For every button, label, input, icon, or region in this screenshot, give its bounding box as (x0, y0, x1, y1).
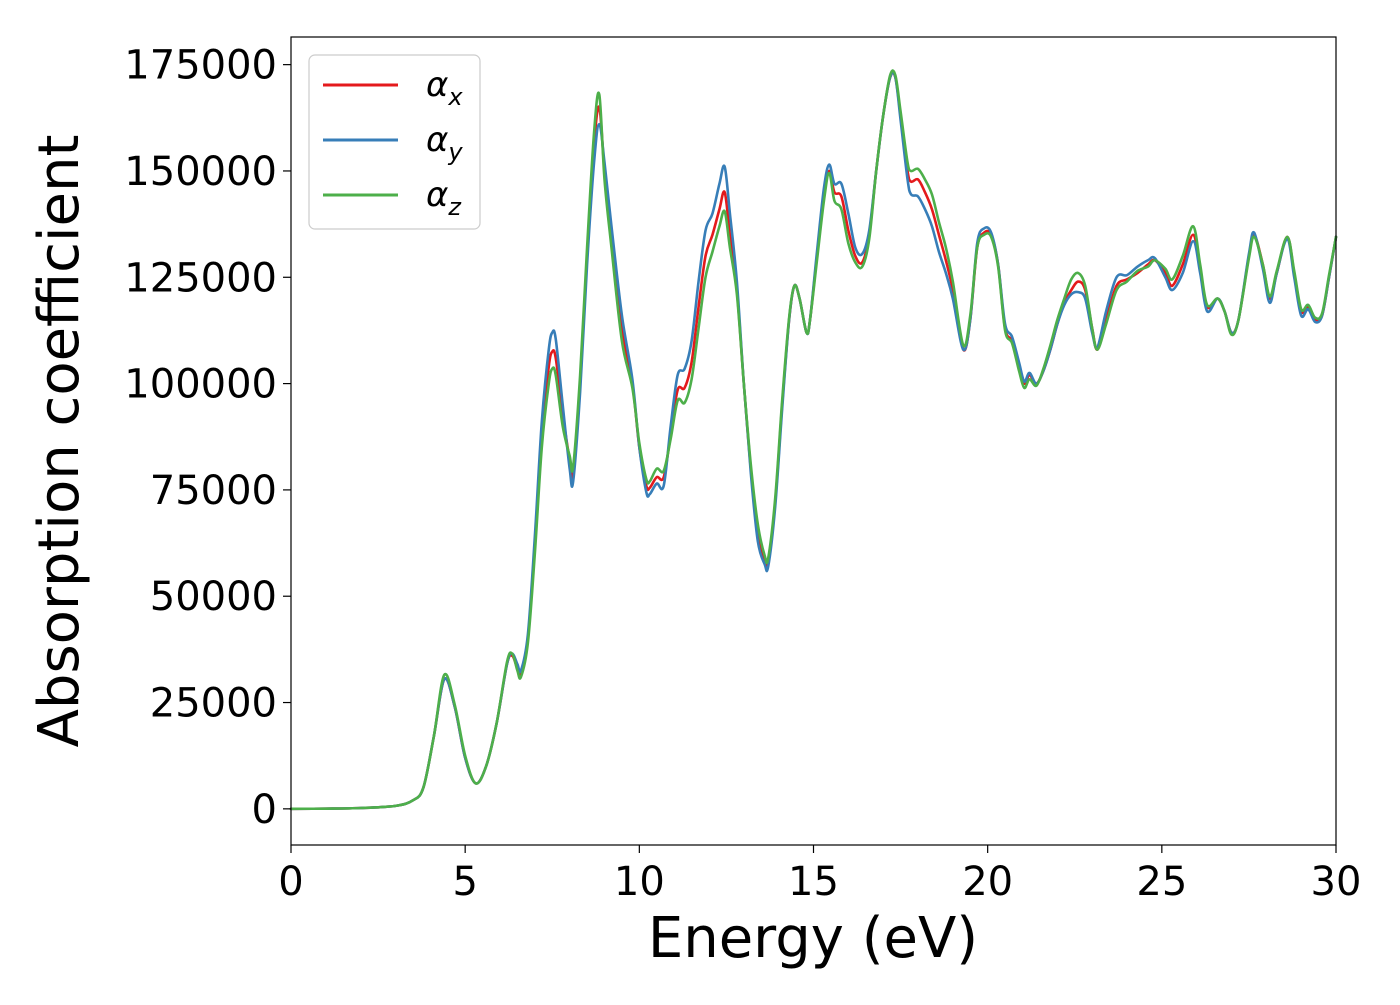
y-tick-label: 25000 (150, 681, 277, 727)
x-tick-label: 10 (614, 859, 665, 905)
y-tick-label: 50000 (150, 574, 277, 620)
y-tick-label: 75000 (150, 468, 277, 514)
y-axis-ticks: 0 25000 50000 75000 100000 125000 150000 175000 (124, 43, 291, 833)
legend-label-y: αy (426, 120, 463, 166)
y-tick-label: 175000 (124, 43, 277, 89)
x-axis-ticks: 0 5 10 15 20 25 30 (278, 845, 1361, 905)
y-tick-label: 150000 (124, 149, 277, 195)
legend-box (308, 54, 481, 230)
x-tick-label: 20 (962, 859, 1013, 905)
series-line-z (289, 69, 1338, 811)
x-tick-label: 25 (1136, 859, 1187, 905)
y-tick-label: 0 (252, 787, 277, 833)
y-tick-label: 125000 (124, 255, 277, 301)
y-axis-title: Absorption coefficient (27, 135, 92, 748)
x-tick-label: 15 (788, 859, 839, 905)
x-tick-label: 0 (278, 859, 303, 905)
x-tick-label: 5 (452, 859, 477, 905)
y-tick-label: 100000 (124, 362, 277, 408)
x-axis-title: Energy (eV) (648, 906, 978, 971)
legend: αx αy αz (308, 54, 481, 230)
legend-label-x: αx (426, 65, 463, 111)
series-layer (289, 69, 1338, 811)
x-tick-label: 30 (1311, 859, 1362, 905)
legend-items: αx αy αz (323, 65, 463, 221)
legend-label-z: αz (426, 175, 462, 221)
